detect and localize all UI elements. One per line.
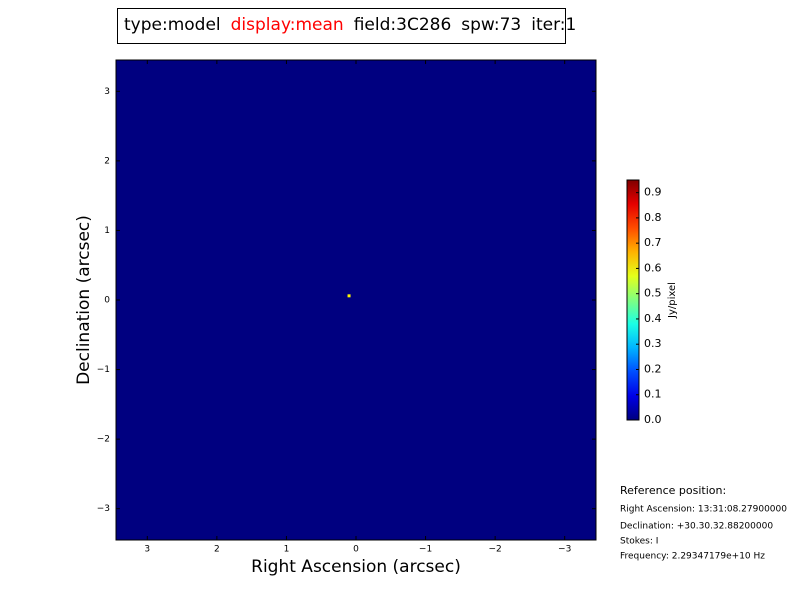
header-label: field:3C286 — [354, 15, 452, 35]
colorbar-tick-label: 0.3 — [644, 337, 662, 350]
header-label: iter:1 — [531, 15, 576, 35]
y-tick-label: 0 — [104, 296, 110, 306]
y-tick-label: −1 — [97, 365, 110, 375]
colorbar-tick-label: 0.1 — [644, 388, 662, 401]
x-tick-label: 0 — [353, 545, 359, 555]
colorbar — [626, 179, 640, 421]
colorbar-tick-label: 0.8 — [644, 211, 662, 224]
header-label: type:model — [124, 15, 221, 35]
colorbar-tick-label: 0.4 — [644, 312, 662, 325]
colorbar-tick-label: 0.0 — [644, 413, 662, 426]
x-axis-label: Right Ascension (arcsec) — [251, 557, 461, 577]
x-tick-label: −3 — [558, 545, 571, 555]
reference-text: Declination: +30.30.32.88200000 — [620, 522, 773, 532]
header-label: display:mean — [231, 15, 344, 35]
reference-text: Reference position: — [620, 484, 726, 497]
colorbar-label: Jy/pixel — [667, 282, 678, 319]
colorbar-tick-label: 0.9 — [644, 186, 662, 199]
x-tick-label: −1 — [419, 545, 432, 555]
y-axis-label: Declination (arcsec) — [74, 215, 94, 385]
reference-text: Stokes: I — [620, 537, 658, 547]
colorbar-tick-label: 0.7 — [644, 236, 662, 249]
x-tick-label: 3 — [144, 545, 150, 555]
y-tick-label: −3 — [97, 504, 110, 514]
y-tick-label: 2 — [104, 156, 110, 166]
x-tick-label: 2 — [214, 545, 220, 555]
y-tick-label: 3 — [104, 87, 110, 97]
header-box — [117, 8, 566, 44]
colorbar-tick-label: 0.2 — [644, 362, 662, 375]
header-label: spw:73 — [461, 15, 521, 35]
colorbar-tick-label: 0.6 — [644, 261, 662, 274]
plot-frame — [115, 59, 597, 541]
x-tick-label: 1 — [284, 545, 290, 555]
x-tick-label: −2 — [488, 545, 501, 555]
reference-text: Right Ascension: 13:31:08.27900000 — [620, 505, 787, 515]
pixel — [347, 294, 351, 298]
y-tick-label: −2 — [97, 435, 110, 445]
y-tick-label: 1 — [104, 226, 110, 236]
colorbar-tick-label: 0.5 — [644, 287, 662, 300]
image-background — [116, 60, 596, 540]
reference-text: Frequency: 2.29347179e+10 Hz — [620, 552, 765, 562]
